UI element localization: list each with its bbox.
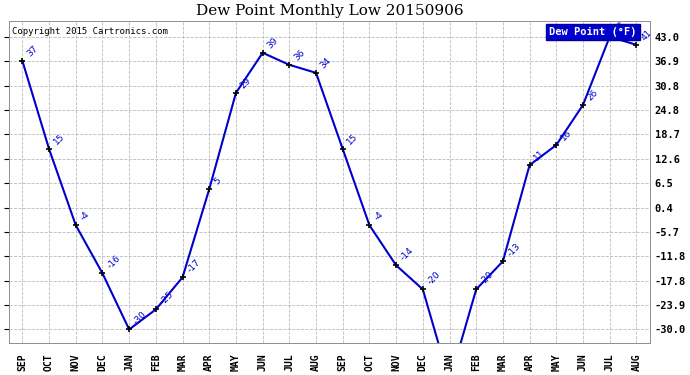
Text: 16: 16 bbox=[559, 128, 573, 142]
Text: -13: -13 bbox=[506, 242, 522, 258]
Text: 11: 11 bbox=[533, 148, 547, 162]
Text: 43: 43 bbox=[613, 20, 627, 34]
Text: 41: 41 bbox=[639, 28, 653, 42]
Text: 36: 36 bbox=[292, 48, 306, 62]
Text: -14: -14 bbox=[399, 246, 415, 262]
Text: -25: -25 bbox=[159, 290, 175, 307]
Text: -20: -20 bbox=[479, 270, 495, 286]
Text: 39: 39 bbox=[266, 36, 280, 50]
Text: -4: -4 bbox=[372, 210, 385, 222]
Text: -16: -16 bbox=[106, 254, 122, 270]
Text: 34: 34 bbox=[319, 56, 333, 70]
Text: -17: -17 bbox=[186, 258, 202, 274]
Text: 15: 15 bbox=[52, 132, 66, 146]
Text: Copyright 2015 Cartronics.com: Copyright 2015 Cartronics.com bbox=[12, 27, 168, 36]
Text: Dew Point (°F): Dew Point (°F) bbox=[549, 27, 637, 37]
Title: Dew Point Monthly Low 20150906: Dew Point Monthly Low 20150906 bbox=[195, 4, 463, 18]
Text: 29: 29 bbox=[239, 76, 253, 90]
Text: 15: 15 bbox=[346, 132, 360, 146]
Text: -30: -30 bbox=[132, 310, 149, 327]
Text: -43: -43 bbox=[0, 374, 1, 375]
Text: 5: 5 bbox=[212, 176, 222, 186]
Text: 37: 37 bbox=[25, 44, 39, 58]
Text: 26: 26 bbox=[586, 88, 600, 102]
Text: -20: -20 bbox=[426, 270, 442, 286]
Text: -4: -4 bbox=[79, 210, 91, 222]
